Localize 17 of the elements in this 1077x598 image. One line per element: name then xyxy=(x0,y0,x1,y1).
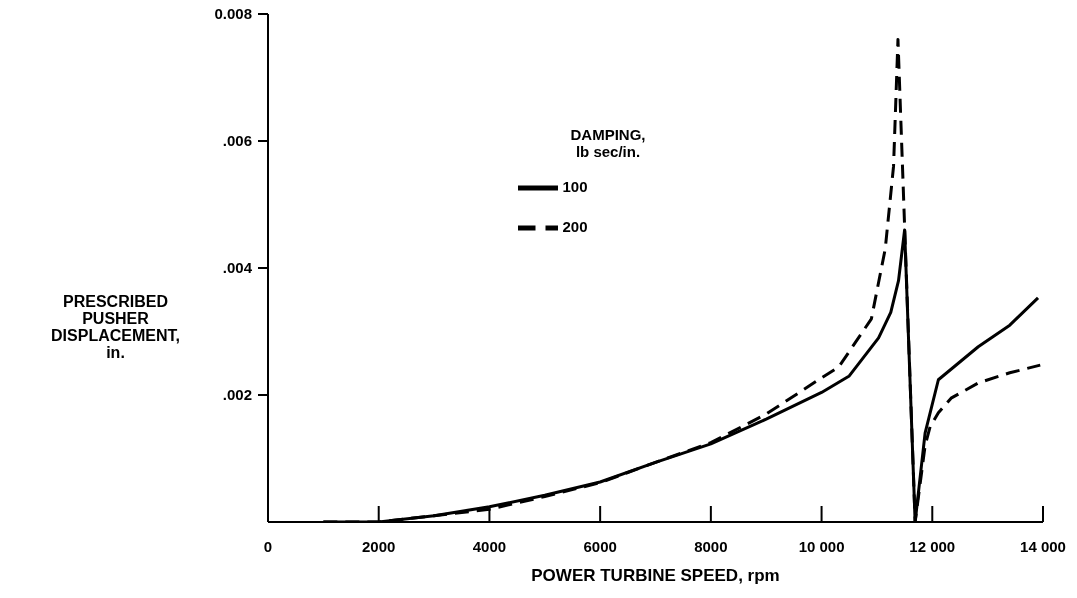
legend-title: DAMPING, lb sec/in. xyxy=(569,126,647,160)
y-tick-label: .006 xyxy=(222,132,252,149)
x-tick-label: 2000 xyxy=(362,538,396,555)
y-axis-title: PRESCRIBED PUSHER DISPLACEMENT, in. xyxy=(50,293,181,361)
x-tick-label: 14 000 xyxy=(1020,538,1066,555)
y-tick-label: .002 xyxy=(222,386,252,403)
x-axis-title: POWER TURBINE SPEED, rpm xyxy=(530,566,781,586)
x-tick-label: 10 000 xyxy=(798,538,845,555)
x-tick-label: 8000 xyxy=(694,538,728,555)
x-tick-label: 6000 xyxy=(583,538,617,555)
x-tick-label: 0 xyxy=(263,538,273,555)
y-tick-label: .004 xyxy=(222,259,253,276)
legend-label: 200 xyxy=(562,217,588,235)
y-tick-label: 0.008 xyxy=(214,5,252,22)
x-tick-label: 4000 xyxy=(472,538,507,555)
x-tick-label: 12 000 xyxy=(909,538,956,555)
legend-label: 100 xyxy=(562,177,588,195)
